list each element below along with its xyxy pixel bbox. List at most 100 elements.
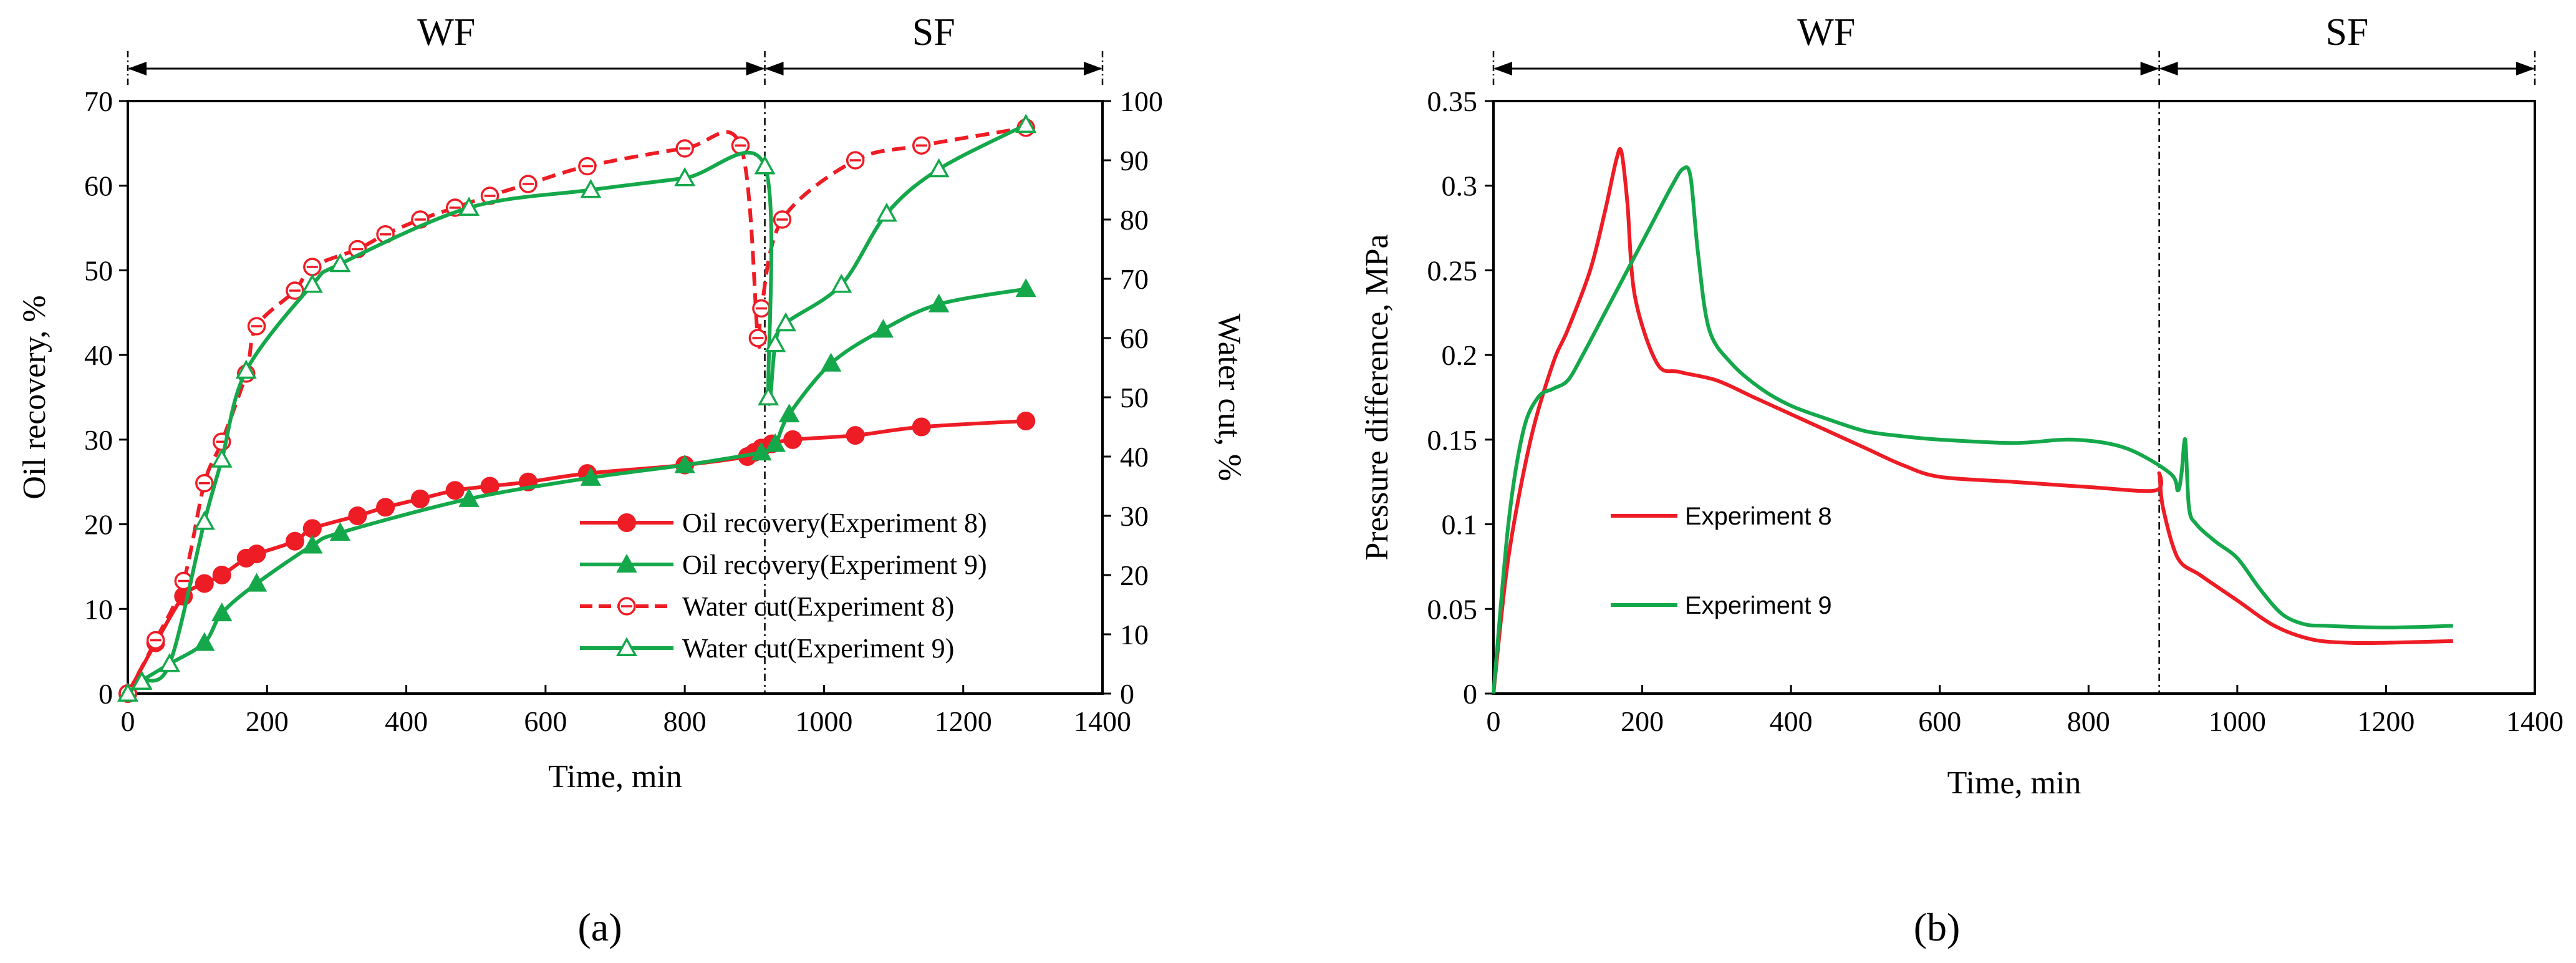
chart-a-ytick-label-5: 50 [84, 254, 113, 286]
chart-a-point-0-22 [846, 426, 865, 445]
chart-a-y-axis-label: Oil recovery, % [17, 295, 52, 499]
panel-label-a: (a) [577, 905, 622, 949]
chart-b-x-axis-label: Time, min [1947, 765, 2082, 801]
chart-a-point-1-14 [820, 352, 842, 372]
chart-a-ytick-label-6: 60 [84, 170, 113, 202]
chart-a-point-3-17 [928, 158, 950, 178]
chart-a-point-2-6 [247, 317, 266, 336]
chart-b-legend-label-1: Experiment 9 [1685, 592, 1832, 619]
chart-a-y2tick-label-0: 0 [1120, 678, 1134, 710]
chart-a-point-1-7 [329, 522, 351, 541]
chart-a-series-water-cut-experiment-9 [117, 114, 1037, 702]
chart-a-point-3-14 [775, 312, 796, 332]
chart-a-y2tick-label-1: 10 [1120, 619, 1149, 651]
chart-b-xtick-label-3: 600 [1918, 705, 1961, 737]
chart-a-point-1-5 [246, 573, 268, 592]
chart-b-series-line-experiment-9 [1492, 165, 2453, 694]
chart-b-xtick-label-0: 0 [1487, 705, 1501, 737]
chart-b-plot-frame [1492, 100, 2536, 695]
panel-label-b: (b) [1914, 905, 1961, 949]
chart-a-y2tick-label-6: 60 [1120, 322, 1149, 354]
chart-a-point-0-4 [212, 566, 231, 584]
chart-a-point-3-3 [193, 510, 215, 530]
chart-a-point-1-4 [211, 602, 233, 622]
chart-a-point-3-15 [831, 273, 852, 293]
chart-a-y2tick-label-5: 50 [1120, 382, 1149, 414]
chart-a-point-1-3 [194, 632, 215, 651]
chart-a-point-1-9 [580, 467, 602, 486]
chart-a-ytick-label-1: 10 [84, 593, 113, 625]
chart-a-legend: Oil recovery(Experiment 8) Oil recovery(E… [580, 508, 987, 664]
chart-a-point-1-6 [302, 535, 323, 554]
chart-a-point-0-11 [410, 489, 430, 508]
chart-a-xtick-label-2: 400 [385, 705, 428, 737]
chart-a-point-2-22 [912, 136, 931, 155]
chart-a-legend-marker-3 [616, 637, 637, 656]
chart-a-point-0-24 [1016, 412, 1036, 430]
chart-a-y2tick-label-2: 20 [1120, 559, 1149, 591]
chart-a-y2tick-label-10: 100 [1120, 85, 1163, 117]
chart-a-phase-label-sf: SF [912, 11, 955, 54]
chart-a-point-1-16 [928, 293, 950, 312]
chart-a-xtick-label-5: 1000 [795, 705, 852, 737]
chart-b-xtick-label-5: 1000 [2209, 705, 2266, 737]
chart-a-point-3-10 [674, 167, 696, 186]
chart-b-xtick-label-2: 400 [1770, 705, 1813, 737]
chart-b-ytick-label-3: 0.15 [1427, 424, 1478, 456]
chart-a-y2tick-label-3: 30 [1120, 500, 1149, 532]
chart-b-xtick-label-7: 1400 [2506, 705, 2564, 737]
chart-a-point-1-8 [458, 488, 480, 507]
chart-a-legend-marker-0 [617, 513, 636, 532]
chart-b-phase-arrow-sf [2159, 62, 2535, 75]
chart-a-point-0-7 [285, 531, 304, 551]
chart-a-point-3-18 [1015, 114, 1037, 133]
chart-a-point-3-2 [159, 652, 180, 672]
chart-a-y2tick-label-9: 90 [1120, 145, 1149, 177]
chart-a-legend-label-3: Water cut(Experiment 9) [682, 633, 954, 664]
chart-a-point-3-7 [329, 253, 351, 273]
chart-b-xtick-label-6: 1200 [2357, 705, 2414, 737]
chart-a: 0 200 400 600 800 1000 1200 1400010203040506070… [17, 11, 1247, 795]
chart-a-phase-arrow-wf [128, 62, 765, 75]
chart-a-point-2-21 [846, 151, 865, 170]
chart-a-ytick-label-0: 0 [99, 678, 113, 710]
chart-b-ytick-label-5: 0.25 [1427, 254, 1478, 286]
chart-a-phase-label-wf: WF [417, 11, 475, 54]
chart-a-point-1-13 [778, 404, 800, 423]
chart-a-point-2-19 [752, 299, 771, 318]
chart-a-point-3-16 [876, 202, 897, 222]
chart-a-point-1-15 [872, 319, 894, 338]
chart-b-phase-label-sf: SF [2325, 11, 2368, 54]
chart-a-point-0-3 [195, 574, 214, 593]
chart-a-xtick-label-3: 600 [524, 705, 567, 737]
chart-a-xtick-label-7: 1400 [1074, 705, 1131, 737]
chart-a-point-1-17 [1015, 278, 1036, 298]
chart-b-y-axis-label: Pressure difference, MPa [1359, 234, 1395, 560]
chart-a-point-0-10 [376, 498, 395, 517]
chart-a-point-3-5 [235, 359, 257, 379]
chart-a-point-0-8 [302, 519, 322, 538]
chart-a-legend-label-1: Oil recovery(Experiment 9) [682, 549, 987, 580]
chart-a-point-3-9 [580, 178, 602, 198]
chart-a-phase-arrow-sf [765, 62, 1102, 75]
chart-b-phase-arrow-wf [1493, 62, 2159, 75]
chart-a-legend-label-0: Oil recovery(Experiment 8) [682, 508, 987, 538]
chart-a-x-axis-label: Time, min [548, 759, 682, 795]
chart-a-point-0-12 [445, 481, 465, 500]
chart-a-point-2-14 [519, 175, 538, 193]
chart-b-ytick-label-0: 0 [1463, 678, 1477, 710]
chart-a-point-3-6 [301, 273, 323, 293]
chart-a-point-2-18 [748, 329, 768, 347]
chart-a-point-2-8 [303, 258, 322, 276]
chart-a-ytick-label-3: 30 [84, 424, 113, 456]
chart-a-xtick-label-4: 800 [663, 705, 707, 737]
chart-a-point-3-12 [758, 386, 779, 405]
chart-a-point-2-20 [773, 210, 792, 229]
chart-a-point-1-10 [674, 454, 695, 473]
chart-b-xtick-label-4: 800 [2067, 705, 2110, 737]
chart-a-point-1-12 [765, 433, 786, 452]
chart-a-point-2-15 [578, 157, 597, 176]
chart-b-ytick-label-7: 0.35 [1427, 85, 1478, 117]
